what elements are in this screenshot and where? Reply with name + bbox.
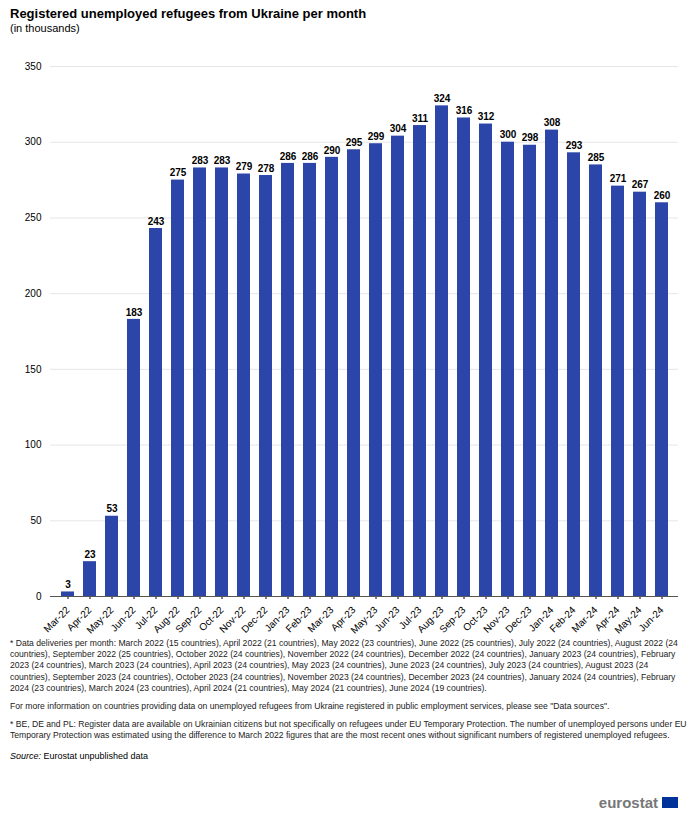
svg-text:295: 295: [346, 137, 363, 148]
svg-text:Nov-22: Nov-22: [217, 604, 248, 635]
svg-text:Feb-23: Feb-23: [283, 604, 314, 635]
svg-text:283: 283: [214, 155, 231, 166]
svg-text:Jun-24: Jun-24: [636, 604, 666, 634]
html-text:* Data deliveries per month: M: * Data deliveries per month: March 2022 …: [10, 638, 678, 693]
svg-text:Jul-23: Jul-23: [396, 604, 424, 632]
svg-text:285: 285: [588, 152, 605, 163]
svg-text:Oct-22: Oct-22: [196, 604, 226, 634]
svg-text:Jun-23: Jun-23: [372, 604, 402, 634]
svg-text:200: 200: [25, 288, 42, 299]
svg-text:275: 275: [170, 167, 187, 178]
svg-text:311: 311: [412, 113, 429, 124]
html-text:Source: Eurostat unpublished d: Source: Eurostat unpublished data: [10, 751, 149, 762]
svg-text:3: 3: [65, 579, 71, 590]
svg-text:100: 100: [25, 439, 42, 450]
html-text:* BE, DE and PL: Register data: * BE, DE and PL: Register data are avail…: [10, 719, 687, 741]
svg-text:Jul-22: Jul-22: [132, 604, 160, 632]
svg-text:312: 312: [478, 111, 495, 122]
svg-text:0: 0: [36, 591, 42, 602]
svg-text:271: 271: [610, 173, 627, 184]
svg-text:278: 278: [258, 163, 275, 174]
svg-text:Aug-22: Aug-22: [151, 604, 182, 635]
svg-text:308: 308: [544, 117, 561, 128]
svg-text:350: 350: [25, 61, 42, 72]
html-text:eurostat: eurostat: [598, 794, 658, 811]
svg-text:183: 183: [126, 307, 143, 318]
svg-text:May-24: May-24: [612, 604, 644, 636]
svg-text:Oct-23: Oct-23: [460, 604, 490, 634]
svg-text:286: 286: [302, 151, 319, 162]
svg-text:Jun-22: Jun-22: [108, 604, 138, 634]
svg-text:316: 316: [456, 105, 473, 116]
svg-text:53: 53: [106, 503, 118, 514]
svg-text:Feb-24: Feb-24: [547, 604, 578, 635]
svg-text:250: 250: [25, 212, 42, 223]
svg-text:Jan-23: Jan-23: [262, 604, 292, 634]
svg-text:Jan-24: Jan-24: [526, 604, 556, 634]
svg-text:286: 286: [280, 151, 297, 162]
svg-text:Mar-22: Mar-22: [41, 604, 71, 634]
svg-text:Sep-23: Sep-23: [437, 604, 468, 635]
svg-text:299: 299: [368, 131, 385, 142]
svg-text:May-23: May-23: [348, 604, 380, 636]
svg-text:May-22: May-22: [84, 604, 116, 636]
html-text:For more information on countr: For more information on countries provid…: [10, 700, 610, 711]
svg-text:Aug-23: Aug-23: [415, 604, 446, 635]
html-text:Registered unemployed refugees: Registered unemployed refugees from Ukra…: [10, 6, 367, 21]
svg-text:50: 50: [30, 515, 42, 526]
svg-text:23: 23: [84, 549, 96, 560]
svg-text:243: 243: [148, 216, 165, 227]
svg-text:Dec-23: Dec-23: [503, 604, 534, 635]
svg-text:Mar-24: Mar-24: [569, 604, 599, 634]
svg-text:293: 293: [566, 140, 583, 151]
svg-text:Mar-23: Mar-23: [305, 604, 335, 634]
svg-text:283: 283: [192, 155, 209, 166]
svg-text:324: 324: [434, 93, 451, 104]
html-text:(in thousands): (in thousands): [10, 22, 80, 34]
svg-text:Apr-23: Apr-23: [328, 604, 358, 634]
svg-text:150: 150: [25, 364, 42, 375]
svg-text:300: 300: [25, 136, 42, 147]
svg-text:260: 260: [654, 190, 671, 201]
svg-text:290: 290: [324, 145, 341, 156]
svg-text:279: 279: [236, 161, 253, 172]
svg-text:Nov-23: Nov-23: [481, 604, 512, 635]
svg-text:267: 267: [632, 179, 649, 190]
svg-text:Sep-22: Sep-22: [173, 604, 204, 635]
svg-text:Apr-22: Apr-22: [64, 604, 94, 634]
svg-text:304: 304: [390, 123, 407, 134]
svg-text:300: 300: [500, 129, 517, 140]
svg-text:Dec-22: Dec-22: [239, 604, 270, 635]
svg-text:298: 298: [522, 132, 539, 143]
svg-text:Apr-24: Apr-24: [592, 604, 622, 634]
